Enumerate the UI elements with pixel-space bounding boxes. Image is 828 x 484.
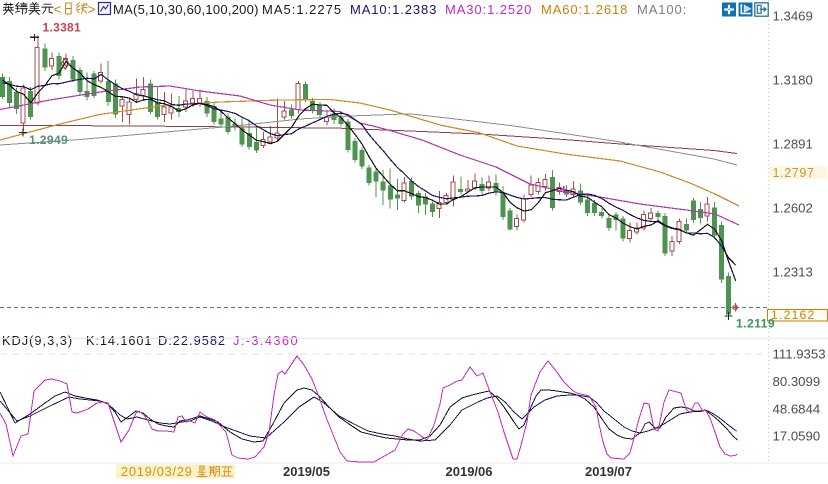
svg-text:2019/03/29: 2019/03/29 (121, 464, 193, 479)
svg-text:MA10:1.2383: MA10:1.2383 (350, 2, 437, 17)
svg-text:48.6844: 48.6844 (773, 401, 821, 416)
svg-text:2019/06: 2019/06 (446, 464, 493, 479)
svg-text:1.2602: 1.2602 (773, 201, 813, 216)
svg-text:K:14.1601: K:14.1601 (86, 333, 152, 348)
svg-text:J:-3.4360: J:-3.4360 (233, 333, 299, 348)
svg-text:2019/05: 2019/05 (283, 464, 330, 479)
svg-text:MA(5,10,30,60,100,200): MA(5,10,30,60,100,200) (113, 2, 259, 17)
svg-text:D:22.9582: D:22.9582 (158, 333, 226, 348)
svg-text:MA5:1.2275: MA5:1.2275 (262, 2, 342, 17)
svg-text:1.2119: 1.2119 (736, 316, 775, 330)
svg-text:1.3381: 1.3381 (43, 21, 82, 35)
svg-text:>: > (88, 2, 96, 17)
svg-text:1.3180: 1.3180 (773, 73, 813, 88)
svg-text:MA60:1.2618: MA60:1.2618 (541, 2, 628, 17)
svg-text:KDJ(9,3,3): KDJ(9,3,3) (2, 333, 73, 348)
svg-text:1.2162: 1.2162 (771, 308, 815, 322)
svg-text:80.3099: 80.3099 (773, 374, 821, 389)
svg-text:17.0590: 17.0590 (773, 428, 821, 443)
svg-text:111.9353: 111.9353 (773, 347, 826, 362)
svg-text:1.3469: 1.3469 (773, 9, 813, 24)
svg-text:1.2949: 1.2949 (29, 133, 68, 147)
svg-text:1.2891: 1.2891 (773, 137, 813, 152)
svg-text:MA100:: MA100: (637, 2, 687, 17)
svg-text:1.2313: 1.2313 (773, 265, 813, 280)
svg-text:2019/07: 2019/07 (585, 464, 632, 479)
svg-text:MA30:1.2520: MA30:1.2520 (445, 2, 532, 17)
svg-text:1.2797: 1.2797 (773, 166, 815, 180)
svg-text:<: < (54, 2, 62, 17)
